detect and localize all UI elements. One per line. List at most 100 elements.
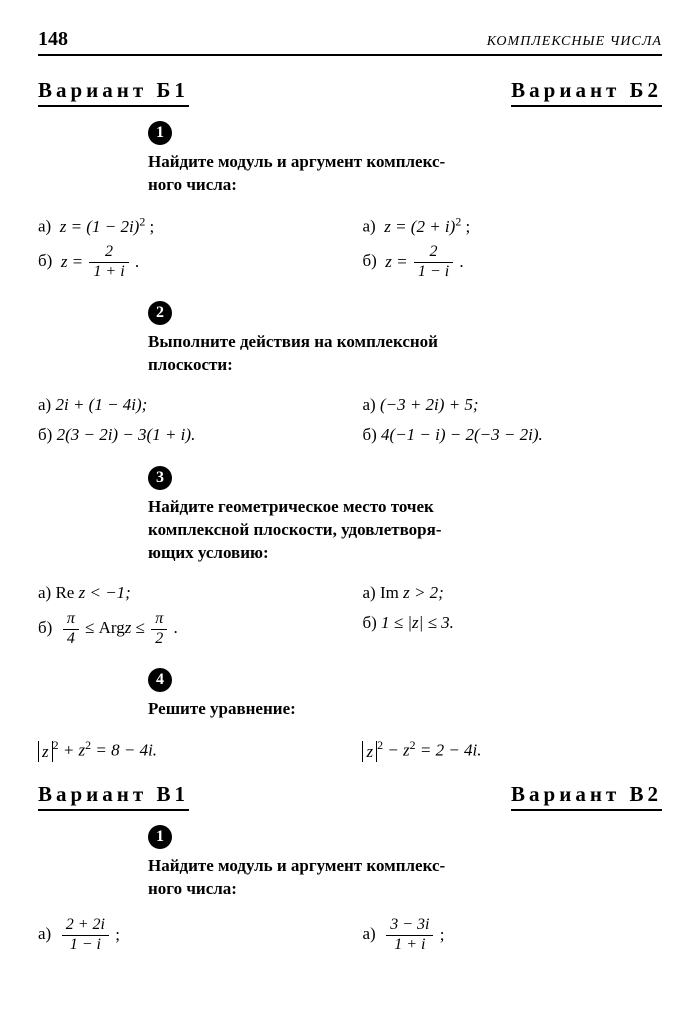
col-b2: z2 − z2 = 2 − 4i. [362,731,662,769]
expr: 2(3 − 2i) − 3(1 + i). [57,425,196,444]
op: ≤ Arg [85,618,125,637]
variant-b2-title: Вариант Б2 [511,78,662,107]
item-1a-v1: а) 2 + 2i1 − i ; [38,917,338,954]
item-3b-b1: б) π4 ≤ Argz ≤ π2 . [38,611,338,648]
col-v1: а) 2 + 2i1 − i ; [38,911,338,960]
item-2b-b2: б) 4(−1 − i) − 2(−3 − 2i). [362,423,662,447]
item-1a-b2: а) z = (2 + i)2 ; [362,213,662,238]
variant-v1-title: Вариант В1 [38,782,189,811]
tail: ; [435,925,444,944]
text: ного числа: [148,175,237,194]
col-b2: а) (−3 + 2i) + 5; б) 4(−1 − i) − 2(−3 − … [362,387,662,453]
text: комплексной плоскости, удовлетворя- [148,520,441,539]
den: 1 + i [89,263,128,281]
badge-1: 1 [148,121,172,145]
lhs: z = [385,252,412,271]
num: π [151,611,167,630]
expr: 2i + (1 − 4i); [55,395,147,414]
page-number: 148 [38,28,68,51]
label-a: а) [362,583,375,602]
text: Найдите модуль и аргумент комплекс- [148,856,445,875]
problem-1: 1 Найдите модуль и аргумент комплекс- но… [38,121,662,287]
tail: ; [111,925,120,944]
text: Выполните действия на комплексной [148,332,438,351]
label-b: б) [38,618,52,637]
problem-v1: 1 Найдите модуль и аргумент комплекс- но… [38,825,662,959]
badge-1-v: 1 [148,825,172,849]
col-b2: а) Im z > 2; б) 1 ≤ |z| ≤ 3. [362,575,662,653]
label-a: а) [362,925,375,944]
item-4-b1: z2 + z2 = 8 − 4i. [38,737,338,763]
col-b1: а) Re z < −1; б) π4 ≤ Argz ≤ π2 . [38,575,338,653]
tail: . [174,618,178,637]
num: 2 + 2i [62,917,109,936]
mid: − z [383,740,410,759]
den: 2 [151,630,167,648]
problem-2-items: а) 2i + (1 − 4i); б) 2(3 − 2i) − 3(1 + i… [38,387,662,453]
num: π [63,611,79,630]
op: ≤ [131,618,149,637]
abs-z: z [38,741,53,762]
problem-3-items: а) Re z < −1; б) π4 ≤ Argz ≤ π2 . а) Im … [38,575,662,653]
tail: . [455,252,464,271]
num: 3 − 3i [386,917,433,936]
instruction-1: Найдите модуль и аргумент комплекс- ного… [148,151,662,197]
label-b: б) [362,425,376,444]
instruction-3: Найдите геометрическое место точек компл… [148,496,662,565]
col-b1: z2 + z2 = 8 − 4i. [38,731,338,769]
expr: z = (1 − 2i) [60,217,140,236]
label-b: б) [362,613,376,632]
badge-4: 4 [148,668,172,692]
item-1b-b2: б) z = 21 − i . [362,244,662,281]
rhs: = 2 − 4i. [416,740,482,759]
variant-row-b: Вариант Б1 Вариант Б2 [38,78,662,107]
tail: . [131,252,140,271]
badge-2: 2 [148,301,172,325]
item-1b-b1: б) z = 21 + i . [38,244,338,281]
item-1a-b1: а) z = (1 − 2i)2 ; [38,213,338,238]
item-2a-b1: а) 2i + (1 − 4i); [38,393,338,417]
instruction-4: Решите уравнение: [148,698,662,721]
variant-b1-title: Вариант Б1 [38,78,189,107]
text: Найдите геометрическое место точек [148,497,434,516]
tail: ; [461,217,470,236]
lhs: z = [61,252,88,271]
problem-1-items: а) z = (1 − 2i)2 ; б) z = 21 + i . а) z … [38,207,662,287]
den: 4 [63,630,79,648]
rhs: = 8 − 4i. [91,740,157,759]
label-a: а) [362,395,375,414]
problem-4-items: z2 + z2 = 8 − 4i. z2 − z2 = 2 − 4i. [38,731,662,769]
item-2b-b1: б) 2(3 − 2i) − 3(1 + i). [38,423,338,447]
item-3a-b1: а) Re z < −1; [38,581,338,605]
text: Найдите модуль и аргумент комплекс- [148,152,445,171]
item-3a-b2: а) Im z > 2; [362,581,662,605]
instruction-5: Найдите модуль и аргумент комплекс- ного… [148,855,662,901]
label-a: а) [362,217,375,236]
den: 1 − i [414,263,453,281]
problem-4: 4 Решите уравнение: z2 + z2 = 8 − 4i. z2… [38,668,662,769]
tail: ; [145,217,154,236]
label-b: б) [362,252,376,271]
item-1a-v2: а) 3 − 3i1 + i ; [362,917,662,954]
col-b1: а) z = (1 − 2i)2 ; б) z = 21 + i . [38,207,338,287]
instruction-2: Выполните действия на комплексной плоско… [148,331,662,377]
abs-z: z [362,741,377,762]
label-a: а) [38,395,51,414]
num: 2 [414,244,453,263]
label-a: а) [38,925,51,944]
text: плоскости: [148,355,233,374]
label-b: б) [38,425,52,444]
expr: z > 2; [403,583,444,602]
mid: + z [59,740,86,759]
label-b: б) [38,252,52,271]
item-3b-b2: б) 1 ≤ |z| ≤ 3. [362,611,662,635]
problem-v1-items: а) 2 + 2i1 − i ; а) 3 − 3i1 + i ; [38,911,662,960]
chapter-title: КОМПЛЕКСНЫЕ ЧИСЛА [487,34,662,50]
col-v2: а) 3 − 3i1 + i ; [362,911,662,960]
label-a: а) [38,583,51,602]
den: 1 + i [386,936,433,954]
text: ющих условию: [148,543,269,562]
variant-v2-title: Вариант В2 [511,782,662,811]
text: ного числа: [148,879,237,898]
item-2a-b2: а) (−3 + 2i) + 5; [362,393,662,417]
